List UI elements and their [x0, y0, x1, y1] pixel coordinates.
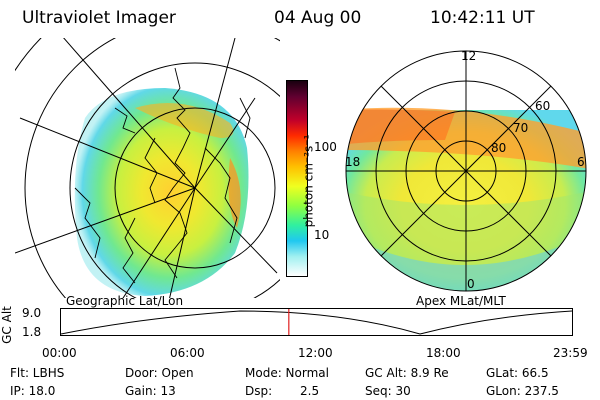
- time-tick-1800: 18:00: [426, 346, 461, 360]
- time-tick-1200: 12:00: [298, 346, 333, 360]
- mlat-label-60: 60: [535, 99, 550, 113]
- glon-info: GLon: 237.5: [486, 384, 559, 398]
- geographic-projection-label: Geographic Lat/Lon: [66, 294, 184, 308]
- mode-info: Mode: Normal: [245, 366, 329, 380]
- dsp-value: 2.5: [300, 384, 320, 398]
- mlt-label-18: 18: [345, 155, 360, 169]
- instrument-title: Ultraviolet Imager: [22, 8, 176, 28]
- image-time: 10:42:11 UT: [430, 8, 535, 28]
- colorbar-tick-100: 100: [314, 140, 337, 154]
- time-tick-0000: 00:00: [42, 346, 77, 360]
- time-tick-2359: 23:59: [553, 346, 588, 360]
- seq-info: Seq: 30: [365, 384, 411, 398]
- polar-mlat-mlt-image: 12 18 6 0 60 70 80: [345, 49, 587, 292]
- altitude-axis-label: GC Alt: [0, 306, 14, 344]
- glat-info: GLat: 66.5: [486, 366, 549, 380]
- mlat-label-80: 80: [491, 141, 506, 155]
- time-tick-0600: 06:00: [170, 346, 205, 360]
- mlt-label-6: 6: [577, 155, 585, 169]
- door-info: Door: Open: [125, 366, 194, 380]
- colorbar-tick-10: 10: [314, 228, 330, 242]
- gain-info: Gain: 13: [125, 384, 176, 398]
- filter-info: Flt: LBHS: [10, 366, 65, 380]
- mlt-label-0: 0: [467, 277, 475, 291]
- gc-alt-info: GC Alt: 8.9 Re: [365, 366, 449, 380]
- mlat-label-70: 70: [513, 121, 528, 135]
- geographic-image: [15, 38, 280, 298]
- altitude-tick-low: 1.8: [22, 325, 42, 339]
- altitude-tick-high: 9.0: [22, 306, 42, 320]
- polar-projection-label: Apex MLat/MLT: [416, 294, 506, 308]
- dsp-label: Dsp:: [245, 384, 273, 398]
- altitude-plot: [60, 308, 573, 336]
- mlt-label-12: 12: [461, 49, 476, 63]
- image-date: 04 Aug 00: [274, 8, 362, 28]
- intensity-colorbar: [286, 80, 308, 277]
- ip-info: IP: 18.0: [10, 384, 56, 398]
- colorbar-unit-label: photon cm⁻²s⁻¹: [301, 134, 316, 228]
